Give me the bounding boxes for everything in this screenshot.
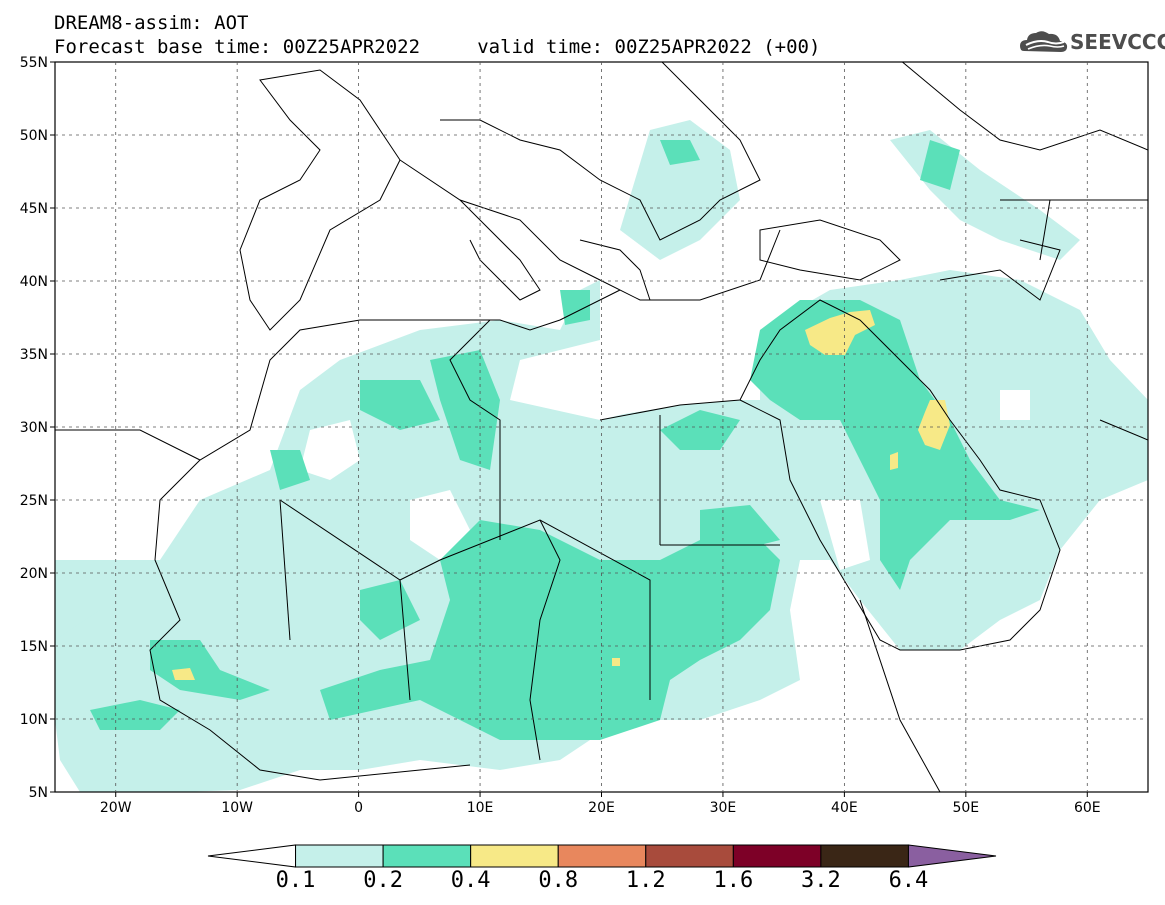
gridlines [55, 62, 1148, 792]
lon-label: 10E [467, 800, 494, 816]
lon-label: 10W [221, 800, 253, 816]
lat-label: 50N [20, 128, 48, 144]
coastlines [55, 62, 1148, 792]
lon-label: 0 [354, 800, 363, 816]
colorbar-label: 1.6 [713, 868, 754, 893]
colorbar-segment [557, 844, 647, 868]
colorbar-segment [470, 844, 559, 868]
colorbar-label: 0.8 [538, 868, 579, 893]
colorbar-segment [295, 844, 384, 868]
lat-label: 5N [29, 785, 48, 801]
colorbar-segment [907, 844, 997, 868]
colorbar [207, 844, 997, 868]
lat-label: 15N [20, 639, 48, 655]
lat-label: 40N [20, 274, 48, 290]
map-title: DREAM8-assim: AOT [54, 12, 249, 34]
colorbar-label: 0.4 [450, 868, 491, 893]
colorbar-label: 1.2 [625, 868, 666, 893]
colorbar-label: 0.2 [363, 868, 403, 893]
colorbar-segment [732, 844, 822, 868]
colorbar-segment [207, 844, 297, 868]
lon-labels: 20W 10W 0 10E 20E 30E 40E 50E 60E [100, 800, 1101, 816]
lat-label: 20N [20, 566, 48, 582]
colorbar-label: 6.4 [888, 868, 929, 893]
colorbar-segment [382, 844, 472, 868]
lat-label: 35N [20, 347, 48, 363]
lon-label: 30E [710, 800, 737, 816]
lon-label: 60E [1074, 800, 1101, 816]
forecast-time-line: Forecast base time: 00Z25APR2022 valid t… [54, 36, 821, 58]
lon-label: 20E [588, 800, 615, 816]
lat-label: 10N [20, 712, 48, 728]
colorbar-label: 0.1 [275, 868, 316, 893]
lat-labels: 55N 50N 45N 40N 35N 30N 25N 20N 15N 10N 5N [20, 55, 48, 801]
lon-label: 20W [100, 800, 132, 816]
lat-label: 45N [20, 201, 48, 217]
axis-ticks [50, 61, 1088, 797]
lat-label: 25N [20, 493, 48, 509]
colorbar-segment [645, 844, 734, 868]
lon-label: 50E [952, 800, 979, 816]
lat-label: 55N [20, 55, 48, 71]
lat-label: 30N [20, 420, 48, 436]
logo-text: SEEVCCC [1070, 30, 1165, 54]
cloud-icon [1020, 31, 1068, 52]
colorbar-segment [820, 844, 909, 868]
colorbar-label: 3.2 [801, 868, 841, 893]
lon-label: 40E [831, 800, 858, 816]
